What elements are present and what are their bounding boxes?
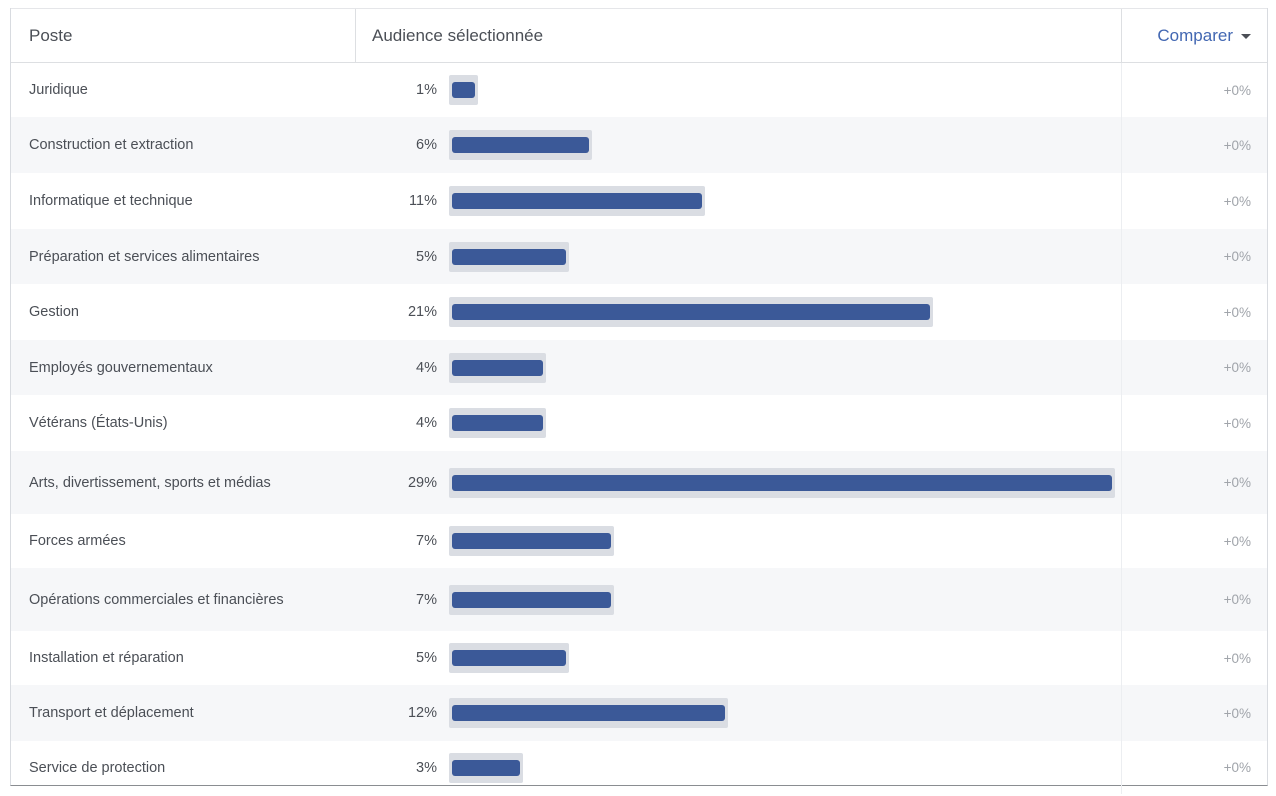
row-label: Juridique: [29, 82, 88, 98]
row-percentage: 4%: [416, 415, 437, 431]
table-row: Service de protection 3% +0%: [11, 741, 1267, 794]
bar-track: [449, 241, 569, 272]
row-percentage: 1%: [416, 82, 437, 98]
row-percentage: 5%: [416, 650, 437, 666]
row-compare-value: +0%: [1223, 82, 1251, 98]
column-divider: [1121, 173, 1122, 229]
row-label: Installation et réparation: [29, 650, 184, 666]
bar-fill: [452, 304, 930, 320]
column-divider: [1121, 340, 1122, 395]
bar-fill: [452, 193, 702, 209]
table-row: Construction et extraction 6% +0%: [11, 117, 1267, 173]
row-label: Opérations commerciales et financières: [29, 591, 284, 608]
table-row: Gestion 21% +0%: [11, 284, 1267, 340]
column-divider: [1121, 685, 1122, 741]
table-row: Vétérans (États-Unis) 4% +0%: [11, 395, 1267, 451]
row-compare-value: +0%: [1223, 193, 1251, 209]
audience-table: Poste Audience sélectionnée Comparer Jur…: [10, 8, 1268, 794]
row-label: Construction et extraction: [29, 137, 194, 153]
row-percentage: 7%: [416, 533, 437, 549]
column-divider: [1121, 631, 1122, 685]
column-divider: [1121, 568, 1122, 631]
row-label: Forces armées: [29, 533, 126, 549]
bar-track: [449, 352, 546, 383]
compare-label: Comparer: [1157, 26, 1233, 45]
table-row: Juridique 1% +0%: [11, 63, 1267, 117]
bar-track: [449, 584, 614, 615]
compare-dropdown[interactable]: Comparer: [1121, 9, 1267, 63]
table-row: Arts, divertissement, sports et médias 29…: [11, 451, 1267, 514]
bar-track: [449, 467, 1115, 498]
bar-track: [449, 526, 614, 556]
row-compare-value: +0%: [1223, 705, 1251, 721]
row-compare-value: +0%: [1223, 249, 1251, 264]
row-compare-value: +0%: [1223, 415, 1251, 431]
bar-fill: [452, 82, 475, 98]
table-row: Opérations commerciales et financières 7%…: [11, 568, 1267, 631]
row-compare-value: +0%: [1223, 533, 1251, 549]
bar-fill: [452, 705, 725, 721]
row-compare-value: +0%: [1223, 475, 1251, 490]
row-percentage: 5%: [416, 248, 437, 265]
column-divider: [1121, 63, 1122, 117]
row-percentage: 11%: [409, 193, 437, 209]
header-audience: Audience sélectionnée: [355, 9, 1115, 63]
table-row: Préparation et services alimentaires 5% +0…: [11, 229, 1267, 284]
table-row: Employés gouvernementaux 4% +0%: [11, 340, 1267, 395]
bar-track: [449, 75, 478, 105]
row-label: Arts, divertissement, sports et médias: [29, 474, 271, 491]
header-poste: Poste: [29, 26, 73, 45]
bar-fill: [452, 533, 611, 549]
bar-fill: [452, 359, 543, 376]
row-percentage: 12%: [407, 705, 437, 721]
column-divider: [1121, 514, 1122, 568]
table-row: Informatique et technique 11% +0%: [11, 173, 1267, 229]
bar-track: [449, 698, 728, 728]
bar-track: [449, 408, 546, 438]
row-percentage: 29%: [407, 474, 437, 491]
row-compare-value: +0%: [1223, 592, 1251, 607]
row-label: Informatique et technique: [29, 193, 193, 209]
row-percentage: 7%: [416, 591, 437, 608]
table-row: Forces armées 7% +0%: [11, 514, 1267, 568]
bar-track: [449, 752, 523, 783]
row-label: Service de protection: [29, 759, 166, 776]
bar-fill: [452, 415, 543, 431]
row-label: Préparation et services alimentaires: [29, 248, 260, 265]
bar-fill: [452, 248, 566, 265]
bar-fill: [452, 650, 566, 666]
row-percentage: 3%: [416, 759, 437, 776]
table-body: Juridique 1% +0% Construction et extraction…: [11, 63, 1267, 794]
caret-down-icon: [1241, 34, 1251, 40]
row-compare-value: +0%: [1223, 304, 1251, 320]
bar-track: [449, 643, 569, 673]
column-divider: [1121, 117, 1122, 173]
bar-track: [449, 130, 592, 160]
row-compare-value: +0%: [1223, 360, 1251, 375]
row-compare-value: +0%: [1223, 137, 1251, 153]
column-divider: [1121, 229, 1122, 284]
table-row: Transport et déplacement 12% +0%: [11, 685, 1267, 741]
column-divider: [1121, 284, 1122, 340]
row-percentage: 4%: [416, 359, 437, 376]
bar-fill: [452, 591, 611, 608]
row-percentage: 6%: [416, 137, 437, 153]
bar-fill: [452, 474, 1112, 491]
row-compare-value: +0%: [1223, 760, 1251, 775]
row-label: Employés gouvernementaux: [29, 359, 213, 376]
column-divider: [1121, 741, 1122, 794]
bar-fill: [452, 759, 520, 776]
row-compare-value: +0%: [1223, 650, 1251, 666]
column-divider: [1121, 451, 1122, 514]
table-row: Installation et réparation 5% +0%: [11, 631, 1267, 685]
table-header: Poste Audience sélectionnée Comparer: [11, 8, 1267, 63]
row-label: Gestion: [29, 304, 79, 320]
column-divider: [1121, 395, 1122, 451]
row-label: Transport et déplacement: [29, 705, 194, 721]
row-label: Vétérans (États-Unis): [29, 415, 168, 431]
row-percentage: 21%: [407, 304, 437, 320]
bar-track: [449, 186, 705, 216]
bar-fill: [452, 137, 589, 153]
bar-track: [449, 297, 933, 327]
